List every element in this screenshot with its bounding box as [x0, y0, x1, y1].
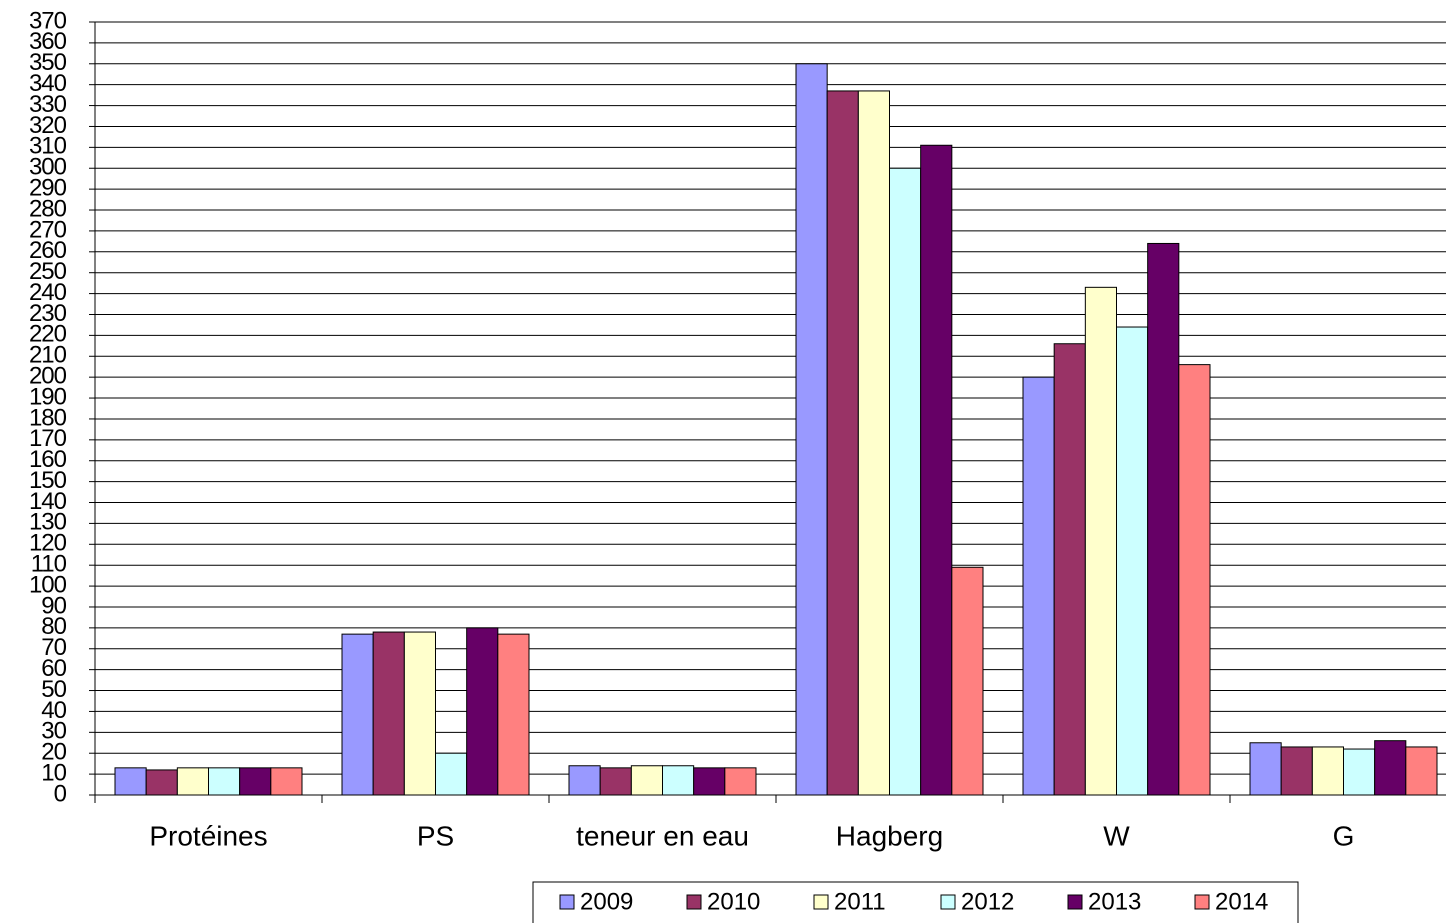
- bar: [1249, 742, 1282, 796]
- y-tick-label: 310: [29, 133, 67, 160]
- y-tick-label: 120: [29, 530, 67, 557]
- bar: [239, 767, 272, 796]
- y-tick-label: 40: [41, 697, 66, 724]
- legend-label: 2011: [834, 888, 886, 915]
- y-tick-label: 340: [29, 70, 67, 97]
- bar: [176, 767, 209, 796]
- y-tick-label: 90: [41, 592, 66, 619]
- bar: [372, 631, 405, 796]
- y-tick-label: 230: [29, 300, 67, 327]
- bar: [208, 767, 241, 796]
- y-tick-label: 100: [29, 571, 67, 598]
- y-tick-label: 30: [41, 718, 66, 745]
- y-tick-label: 270: [29, 216, 67, 243]
- bar: [1147, 242, 1180, 796]
- y-tick-label: 190: [29, 383, 67, 410]
- y-tick-label: 60: [41, 655, 66, 682]
- y-tick-label: 160: [29, 446, 67, 473]
- bar: [145, 769, 178, 796]
- bar: [920, 144, 953, 796]
- bar: [599, 767, 632, 796]
- y-tick-label: 220: [29, 321, 67, 348]
- y-tick-label: 250: [29, 258, 67, 285]
- bar: [435, 752, 468, 796]
- x-tick-label: teneur en eau: [576, 820, 749, 851]
- x-tick-label: W: [1103, 820, 1130, 851]
- y-tick-label: 20: [41, 739, 66, 766]
- y-tick-label: 200: [29, 363, 67, 390]
- y-tick-label: 330: [29, 91, 67, 118]
- bar: [1374, 740, 1407, 796]
- bar: [403, 631, 437, 796]
- bar: [662, 765, 695, 796]
- x-tick-label: Hagberg: [836, 820, 943, 851]
- legend-label: 2012: [961, 888, 1014, 915]
- y-tick-label: 320: [29, 112, 67, 139]
- y-tick-label: 260: [29, 237, 67, 264]
- bar: [724, 767, 757, 796]
- bar: [341, 633, 374, 796]
- bar: [270, 767, 303, 796]
- bar: [1178, 364, 1211, 796]
- y-tick-label: 150: [29, 467, 67, 494]
- bar: [951, 566, 984, 796]
- y-tick-label: 360: [29, 28, 67, 55]
- legend-swatch: [813, 894, 829, 910]
- bar: [1053, 343, 1086, 796]
- x-tick-label: G: [1333, 820, 1355, 851]
- y-tick-label: 180: [29, 404, 67, 431]
- bar: [114, 767, 147, 796]
- y-tick-label: 140: [29, 488, 67, 515]
- bar: [568, 765, 601, 796]
- bar: [1311, 746, 1345, 796]
- bar: [1022, 376, 1055, 796]
- y-tick-label: 290: [29, 174, 67, 201]
- legend-swatch: [559, 894, 575, 910]
- y-tick-label: 130: [29, 509, 67, 536]
- bar: [826, 90, 859, 796]
- y-tick-label: 0: [54, 780, 67, 807]
- bar: [889, 167, 922, 796]
- x-tick-label: PS: [417, 820, 454, 851]
- y-tick-label: 210: [29, 342, 67, 369]
- y-tick-label: 370: [29, 7, 67, 34]
- bar: [1343, 748, 1376, 796]
- bar: [795, 63, 828, 796]
- legend-label: 2010: [707, 888, 760, 915]
- bar: [497, 633, 530, 796]
- bar: [1084, 286, 1118, 796]
- legend-box: [532, 881, 1299, 923]
- y-tick-label: 240: [29, 279, 67, 306]
- legend-swatch: [1194, 894, 1210, 910]
- bar: [466, 627, 499, 796]
- legend-label: 2009: [580, 888, 633, 915]
- bar: [1280, 746, 1313, 796]
- legend-swatch: [1067, 894, 1083, 910]
- y-tick-label: 80: [41, 613, 66, 640]
- y-tick-label: 170: [29, 425, 67, 452]
- bar: [693, 767, 726, 796]
- y-tick-label: 350: [29, 49, 67, 76]
- bar: [630, 765, 663, 796]
- y-tick-label: 300: [29, 154, 67, 181]
- bar: [1405, 746, 1438, 796]
- y-tick-label: 110: [31, 551, 67, 578]
- bar: [857, 90, 890, 796]
- bar: [1116, 326, 1149, 796]
- y-tick-label: 70: [41, 634, 66, 661]
- y-tick-label: 280: [29, 195, 67, 222]
- legend-swatch: [686, 894, 702, 910]
- y-tick-label: 10: [41, 759, 66, 786]
- legend-swatch: [940, 894, 956, 910]
- legend-label: 2014: [1215, 888, 1268, 915]
- x-tick-label: Protéines: [149, 820, 267, 851]
- y-tick-label: 50: [41, 676, 66, 703]
- legend-label: 2013: [1088, 888, 1141, 915]
